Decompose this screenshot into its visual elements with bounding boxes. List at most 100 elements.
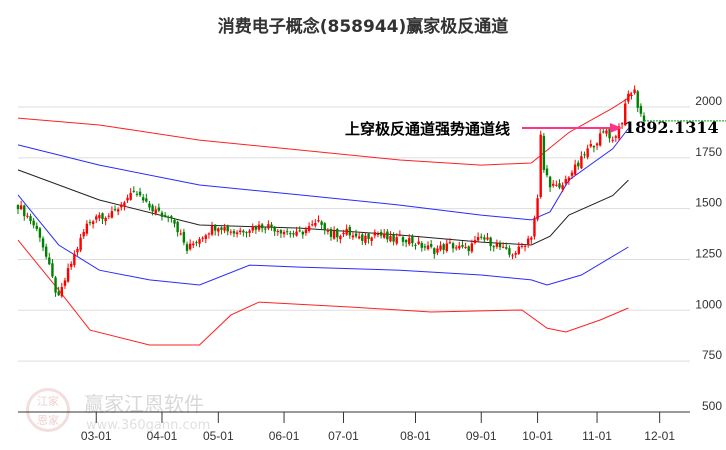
channel-line (17, 169, 629, 246)
candle-body (298, 230, 301, 232)
watermark-url: www.360gann.com (86, 418, 211, 433)
candle-body (179, 233, 182, 235)
candle-body (342, 232, 345, 235)
candle-body (66, 268, 70, 282)
y-tick-label: 2000 (695, 94, 722, 108)
candle-body (73, 253, 76, 266)
candle-body (192, 243, 195, 246)
candle-body (229, 231, 233, 233)
candle-body (498, 243, 502, 248)
candle-body (204, 235, 207, 239)
candle-body (210, 225, 214, 235)
candle-body (88, 222, 92, 224)
candle-body (242, 230, 245, 233)
candle-body (129, 192, 132, 200)
candle-body (126, 197, 129, 201)
candle-body (311, 224, 314, 226)
y-tick-label: 500 (702, 399, 722, 413)
candle-body (279, 230, 283, 234)
candle-body (389, 236, 392, 242)
candle-body (464, 247, 467, 249)
candle-body (451, 243, 455, 249)
candle-body (357, 236, 361, 239)
candle-body (517, 246, 520, 254)
candle-body (23, 205, 26, 217)
candle-body (354, 233, 358, 237)
candle-body (145, 198, 148, 202)
x-tick-label: 06-01 (269, 429, 300, 443)
candle-body (552, 183, 555, 186)
candle-body (483, 237, 486, 240)
candle-body (339, 236, 342, 240)
candle-body (213, 224, 217, 231)
candle-body (367, 233, 370, 239)
x-tick-label: 09-01 (466, 429, 497, 443)
candle-body (501, 246, 505, 248)
channel-line (17, 91, 632, 166)
candle-body (602, 131, 605, 133)
candle-body (79, 237, 82, 251)
candle-body (304, 229, 308, 234)
candle-body (508, 248, 511, 255)
candle-body (589, 144, 592, 147)
candle-body (592, 146, 596, 148)
y-tick-label: 1750 (695, 145, 722, 159)
candle-body (445, 243, 449, 252)
candle-body (633, 89, 636, 94)
x-tick-label: 10-01 (522, 429, 553, 443)
candle-body (251, 226, 254, 231)
candle-body (220, 227, 223, 230)
candle-body (523, 245, 527, 247)
candle-body (95, 216, 98, 220)
candle-body (132, 190, 136, 192)
candle-body (486, 237, 489, 240)
candle-body (455, 247, 458, 249)
candle-body (386, 231, 389, 240)
candle-body (170, 216, 173, 219)
candle-body (583, 154, 586, 156)
candle-body (173, 219, 176, 224)
candle-body (595, 143, 599, 146)
candle-body (361, 234, 364, 241)
candle-body (370, 237, 373, 242)
candle-body (217, 228, 220, 232)
candle-body (235, 232, 239, 235)
candle-body (417, 241, 420, 244)
candle-body (383, 233, 386, 238)
y-tick-label: 750 (702, 348, 722, 362)
candle-body (267, 224, 270, 229)
candle-body (201, 237, 204, 239)
candle-body (120, 204, 123, 208)
candle-body (54, 277, 57, 293)
arrow-head-icon (610, 123, 622, 133)
candle-body (248, 230, 251, 233)
channel-line (17, 128, 629, 221)
candle-body (113, 209, 117, 211)
candle-body (426, 245, 430, 250)
candle-body (639, 106, 643, 114)
candle-body (38, 228, 42, 238)
candle-body (292, 233, 295, 235)
candle-body (301, 231, 305, 235)
candle-body (379, 232, 383, 236)
candle-body (26, 215, 29, 217)
candle-body (624, 103, 627, 126)
candle-body (476, 236, 480, 241)
candle-body (104, 217, 107, 221)
candle-body (154, 209, 157, 214)
candle-body (336, 229, 339, 238)
candle-body (542, 135, 546, 170)
candle-body (492, 246, 495, 248)
candle-body (642, 115, 646, 122)
candle-body (598, 133, 602, 146)
candle-body (195, 242, 198, 244)
chart-title: 消费电子概念(858944)赢家极反通道 (217, 17, 509, 37)
candle-body (160, 212, 164, 217)
candle-body (448, 242, 452, 244)
candle-body (429, 243, 433, 247)
x-tick-label: 08-01 (400, 429, 431, 443)
candle-body (505, 247, 508, 249)
candle-body (317, 220, 320, 222)
